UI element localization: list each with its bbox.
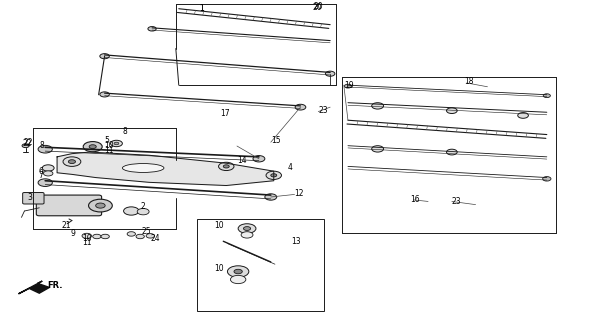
Circle shape: [82, 233, 92, 238]
Text: 20: 20: [314, 2, 323, 11]
Circle shape: [265, 194, 277, 200]
Text: 1: 1: [199, 4, 204, 13]
Text: 10: 10: [105, 141, 114, 150]
Circle shape: [543, 94, 550, 98]
FancyBboxPatch shape: [36, 195, 102, 216]
Circle shape: [295, 104, 306, 110]
Polygon shape: [57, 152, 274, 186]
Text: 7: 7: [38, 171, 43, 180]
Text: 22: 22: [22, 139, 32, 148]
Circle shape: [93, 234, 101, 239]
Circle shape: [238, 224, 256, 233]
Text: 11: 11: [105, 146, 114, 155]
Text: 19: 19: [344, 81, 353, 90]
Circle shape: [223, 165, 229, 168]
Text: 15: 15: [271, 136, 280, 145]
Text: 8: 8: [123, 127, 127, 136]
Text: 5: 5: [105, 136, 109, 145]
Circle shape: [68, 160, 76, 164]
Circle shape: [372, 103, 384, 109]
Text: 22: 22: [23, 138, 33, 147]
Text: 9: 9: [71, 229, 76, 238]
Text: 13: 13: [292, 237, 301, 246]
Circle shape: [89, 145, 96, 148]
Text: 1: 1: [199, 4, 204, 13]
Circle shape: [96, 203, 105, 208]
FancyBboxPatch shape: [23, 193, 44, 204]
Text: 20: 20: [312, 3, 322, 12]
Text: 10: 10: [214, 264, 224, 273]
Circle shape: [114, 142, 119, 145]
Circle shape: [43, 171, 53, 176]
Bar: [196, 219, 324, 311]
Circle shape: [22, 144, 29, 148]
Text: 25: 25: [142, 227, 151, 236]
Circle shape: [518, 113, 528, 118]
Circle shape: [42, 165, 54, 171]
Circle shape: [127, 232, 136, 236]
Text: 17: 17: [220, 109, 230, 118]
Circle shape: [124, 207, 139, 215]
Circle shape: [243, 227, 250, 230]
Text: 16: 16: [411, 195, 420, 204]
Circle shape: [271, 174, 277, 177]
Polygon shape: [18, 281, 49, 294]
Circle shape: [230, 275, 246, 284]
Text: 4: 4: [287, 164, 292, 172]
Circle shape: [111, 140, 123, 147]
Circle shape: [101, 234, 109, 239]
Circle shape: [325, 71, 335, 76]
Text: 23: 23: [318, 106, 328, 115]
Text: 10: 10: [214, 221, 224, 230]
Circle shape: [63, 157, 81, 166]
Circle shape: [38, 179, 52, 187]
Text: 3: 3: [27, 193, 32, 202]
Circle shape: [100, 54, 109, 59]
Text: 24: 24: [151, 234, 160, 243]
Ellipse shape: [123, 164, 164, 172]
Circle shape: [227, 266, 249, 277]
Circle shape: [100, 92, 109, 97]
Circle shape: [148, 27, 156, 31]
Text: 10: 10: [83, 234, 92, 243]
Text: 14: 14: [237, 156, 246, 164]
Circle shape: [218, 162, 234, 171]
Circle shape: [89, 199, 112, 212]
Circle shape: [266, 171, 281, 180]
Circle shape: [345, 84, 352, 88]
Text: 23: 23: [452, 197, 462, 206]
Text: 21: 21: [62, 221, 71, 230]
Text: 11: 11: [83, 238, 92, 247]
Circle shape: [446, 108, 457, 114]
Text: 12: 12: [295, 189, 304, 198]
Circle shape: [372, 146, 384, 152]
Circle shape: [146, 234, 155, 238]
Circle shape: [234, 269, 242, 274]
Text: 2: 2: [140, 202, 145, 211]
Circle shape: [241, 232, 253, 238]
Circle shape: [136, 234, 145, 239]
Circle shape: [83, 141, 102, 152]
Text: 18: 18: [464, 77, 473, 86]
Circle shape: [38, 145, 52, 153]
Text: 6: 6: [38, 167, 43, 176]
Circle shape: [137, 208, 149, 215]
Text: 8: 8: [39, 141, 44, 150]
Circle shape: [253, 156, 265, 162]
Circle shape: [446, 149, 457, 155]
Circle shape: [543, 177, 551, 181]
Text: FR.: FR.: [47, 281, 62, 290]
